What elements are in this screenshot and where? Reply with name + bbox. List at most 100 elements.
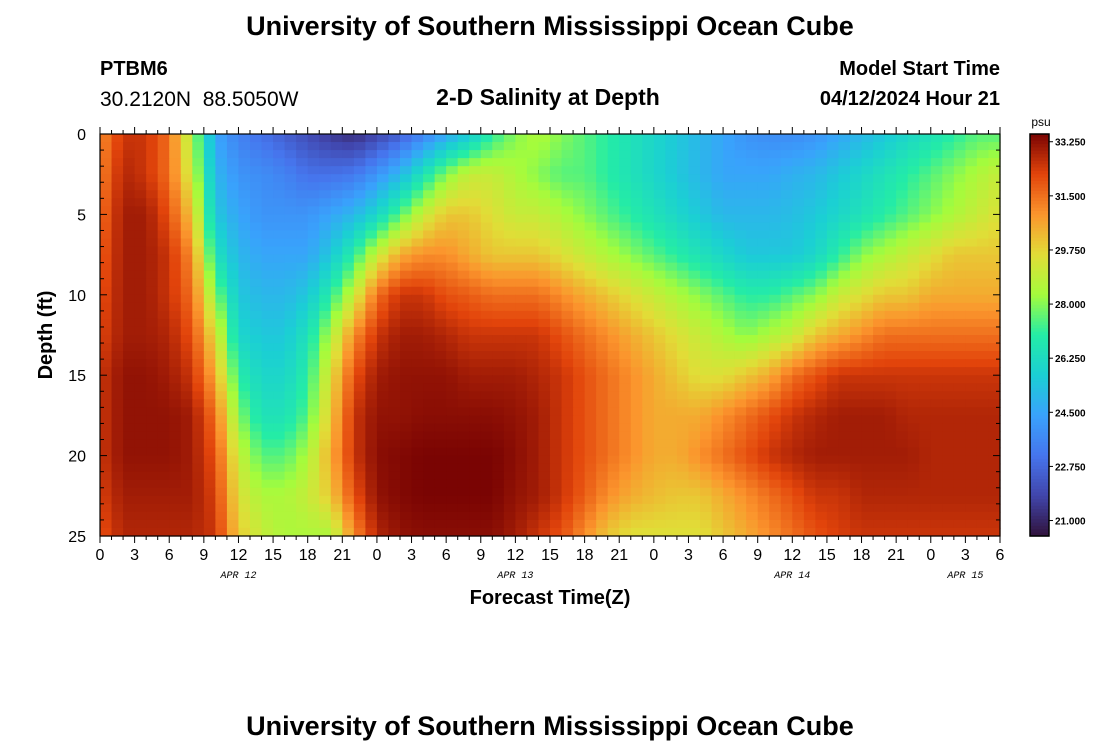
heatmap-cell (480, 511, 493, 521)
heatmap-cell (411, 206, 424, 215)
heatmap-cell (480, 455, 493, 465)
heatmap-cell (561, 270, 574, 280)
heatmap-cell (723, 278, 736, 288)
heatmap-cell (388, 238, 401, 248)
heatmap-cell (861, 166, 874, 175)
heatmap-cell (676, 519, 690, 529)
heatmap-cell (896, 511, 909, 521)
heatmap-cell (607, 399, 620, 408)
heatmap-cell (700, 158, 713, 167)
heatmap-cell (319, 399, 332, 408)
heatmap-cell (446, 511, 459, 521)
heatmap-cell (400, 270, 413, 280)
heatmap-cell (203, 270, 216, 280)
heatmap-cell (676, 399, 690, 408)
heatmap-cell (803, 423, 816, 433)
heatmap-cell (319, 214, 332, 224)
heatmap-cell (342, 407, 355, 416)
heatmap-cell (723, 503, 736, 513)
heatmap-cell (907, 230, 920, 240)
heatmap-cell (746, 399, 759, 408)
heatmap-cell (411, 254, 424, 264)
heatmap-cell (850, 158, 863, 167)
heatmap-cell (123, 230, 136, 240)
heatmap-cell (111, 310, 124, 320)
heatmap-cell (803, 343, 816, 352)
heatmap-cell (538, 326, 551, 336)
heatmap-cell (169, 359, 182, 368)
heatmap-cell (988, 326, 1001, 336)
heatmap-cell (607, 431, 620, 441)
heatmap-cell (907, 182, 920, 191)
heatmap-cell (446, 351, 459, 360)
heatmap-cell (815, 254, 828, 264)
heatmap-cell (411, 310, 424, 320)
heatmap-cell (250, 142, 263, 151)
heatmap-cell (111, 158, 124, 167)
heatmap-cell (319, 519, 332, 529)
heatmap-cell (284, 391, 297, 400)
heatmap-cell (400, 238, 413, 248)
heatmap-cell (192, 246, 205, 256)
heatmap-cell (180, 519, 193, 529)
heatmap-cell (653, 479, 666, 489)
heatmap-cell (642, 495, 655, 505)
heatmap-cell (619, 447, 632, 457)
heatmap-cell (446, 359, 459, 368)
heatmap-cell (976, 471, 990, 481)
heatmap-cell (411, 294, 424, 304)
heatmap-cell (492, 351, 505, 360)
heatmap-cell (111, 503, 124, 513)
heatmap-cell (180, 270, 193, 280)
heatmap-cell (203, 198, 216, 207)
heatmap-cell (238, 190, 251, 199)
heatmap-cell (665, 495, 678, 505)
heatmap-cell (780, 407, 793, 416)
heatmap-cell (700, 431, 713, 441)
heatmap-cell (134, 527, 147, 537)
heatmap-cell (653, 326, 666, 336)
heatmap-cell (607, 198, 620, 207)
heatmap-cell (503, 238, 516, 248)
heatmap-cell (353, 182, 366, 191)
heatmap-cell (434, 351, 447, 360)
heatmap-cell (826, 230, 840, 240)
heatmap-cell (134, 399, 147, 408)
colorbar-swatch (1030, 147, 1049, 152)
heatmap-cell (746, 431, 759, 441)
heatmap-cell (146, 487, 159, 497)
heatmap-cell (769, 431, 782, 441)
heatmap-cell (873, 214, 886, 224)
heatmap-cell (342, 359, 355, 368)
heatmap-cell (596, 391, 609, 400)
heatmap-cell (353, 270, 366, 280)
heatmap-cell (492, 214, 505, 224)
heatmap-cell (157, 527, 170, 537)
heatmap-cell (261, 150, 274, 159)
heatmap-cell (665, 431, 678, 441)
heatmap-cell (469, 479, 482, 489)
heatmap-cell (203, 423, 216, 433)
heatmap-cell (342, 415, 355, 425)
heatmap-cell (746, 318, 759, 328)
heatmap-cell (180, 278, 193, 288)
heatmap-cell (942, 375, 955, 384)
heatmap-cell (134, 158, 147, 167)
heatmap-cell (353, 407, 366, 416)
heatmap-cell (988, 375, 1001, 384)
heatmap-cell (526, 503, 540, 513)
heatmap-cell (480, 310, 493, 320)
heatmap-cell (411, 158, 424, 167)
heatmap-cell (873, 415, 886, 425)
heatmap-cell (342, 254, 355, 264)
heatmap-cell (192, 487, 205, 497)
heatmap-cell (930, 439, 943, 449)
heatmap-cell (480, 463, 493, 473)
heatmap-cell (146, 182, 159, 191)
heatmap-cell (573, 503, 586, 513)
heatmap-cell (515, 527, 528, 537)
heatmap-cell (284, 294, 297, 304)
heatmap-cell (469, 238, 482, 248)
heatmap-cell (411, 174, 424, 183)
heatmap-cell (653, 335, 666, 344)
